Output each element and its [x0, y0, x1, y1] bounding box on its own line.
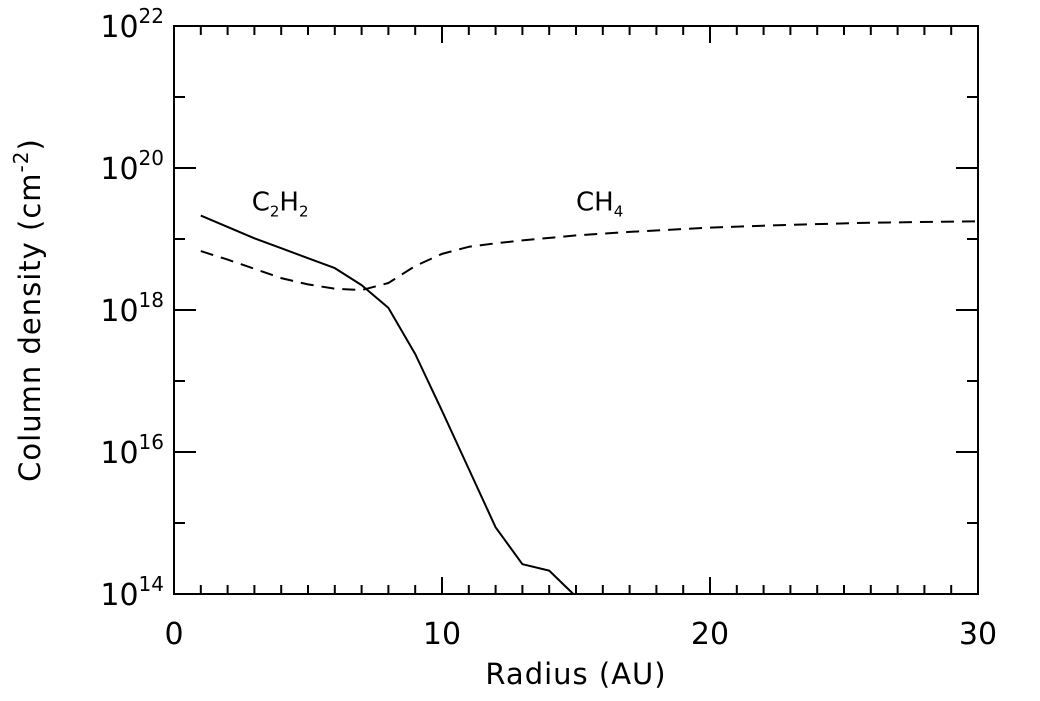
y-axis-title-main: Column density (cm — [13, 172, 47, 481]
axis-ticks — [173, 25, 979, 595]
y-tick-label-exponent: 18 — [139, 288, 164, 312]
y-tick-label: 1022 — [100, 4, 164, 45]
series-label-1: CH4 — [576, 188, 623, 221]
series-label-subscript: 2 — [270, 203, 280, 221]
x-axis-title: Radius (AU) — [485, 657, 666, 691]
plot-frame — [173, 25, 979, 595]
y-tick-label: 1016 — [100, 430, 164, 471]
y-axis-title-sup: -2 — [9, 151, 33, 173]
series-label-text: C — [252, 188, 270, 218]
x-tick-label: 30 — [959, 617, 997, 652]
y-tick-label: 1020 — [100, 146, 164, 187]
y-tick-label-exponent: 20 — [139, 146, 164, 170]
series-line-0 — [200, 214, 574, 595]
series-labels: C2H2 CH4 — [252, 188, 624, 221]
series-label-text: H — [279, 188, 299, 218]
y-axis-title: Column density (cm-2) — [9, 138, 47, 482]
series-label-text: CH — [576, 188, 614, 218]
series-line-1 — [200, 220, 979, 292]
series-label-0: C2H2 — [252, 188, 309, 221]
y-tick-label-base: 10 — [100, 436, 138, 471]
series-label-subscript: 4 — [614, 203, 624, 221]
series-label-subscript: 2 — [299, 203, 309, 221]
y-tick-label-base: 10 — [100, 152, 138, 187]
y-tick-label: 1014 — [100, 572, 164, 613]
y-tick-label-base: 10 — [100, 578, 138, 613]
series-lines — [200, 214, 979, 595]
x-tick-label: 20 — [691, 617, 729, 652]
y-tick-label-exponent: 14 — [139, 572, 164, 596]
y-tick-label-exponent: 22 — [139, 4, 164, 28]
y-tick-label: 1018 — [100, 288, 164, 329]
y-tick-label-exponent: 16 — [139, 430, 164, 454]
y-tick-label-base: 10 — [100, 294, 138, 329]
y-axis-title-close: ) — [13, 138, 47, 150]
x-tick-label: 10 — [423, 617, 461, 652]
y-tick-label-base: 10 — [100, 10, 138, 45]
x-tick-label: 0 — [164, 617, 183, 652]
